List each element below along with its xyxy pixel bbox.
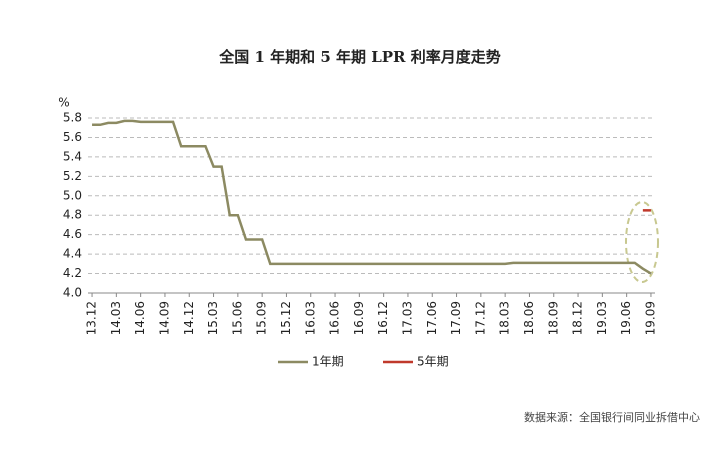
x-tick-label: 19.06 xyxy=(619,301,633,335)
x-tick-label: 19.03 xyxy=(595,301,609,335)
y-unit: % xyxy=(58,96,69,110)
y-tick-label: 4.6 xyxy=(63,227,82,241)
y-tick-label: 4.8 xyxy=(63,208,82,222)
x-tick-label: 17.06 xyxy=(425,301,439,335)
y-tick-label: 5.4 xyxy=(63,149,82,163)
legend-label: 5年期 xyxy=(417,355,449,369)
x-tick-label: 19.09 xyxy=(643,301,657,335)
x-tick-label: 17.12 xyxy=(473,301,487,335)
x-tick-label: 17.09 xyxy=(449,301,463,335)
highlight-ellipse xyxy=(625,201,659,283)
x-tick-label: 18.12 xyxy=(571,301,585,335)
x-tick-label: 14.03 xyxy=(109,301,123,335)
y-tick-label: 4.4 xyxy=(63,247,82,261)
x-tick-label: 16.06 xyxy=(328,301,342,335)
x-tick-label: 17.03 xyxy=(400,301,414,335)
x-tick-label: 15.03 xyxy=(206,301,220,335)
x-tick-label: 16.09 xyxy=(352,301,366,335)
chart-title: 全国 1 年期和 5 年期 LPR 利率月度走势 xyxy=(218,48,501,66)
x-tick-label: 15.12 xyxy=(279,301,293,335)
x-tick-label: 16.12 xyxy=(376,301,390,335)
legend-label: 1年期 xyxy=(312,355,344,369)
x-tick-label: 14.12 xyxy=(182,301,196,335)
x-tick-label: 13.12 xyxy=(85,301,99,335)
y-tick-label: 5.6 xyxy=(63,130,82,144)
y-tick-label: 5.8 xyxy=(63,111,82,125)
y-tick-label: 5.2 xyxy=(63,169,82,183)
x-tick-label: 18.06 xyxy=(522,301,536,335)
x-tick-label: 15.09 xyxy=(255,301,269,335)
line xyxy=(92,119,652,275)
y-tick-label: 5.0 xyxy=(63,188,82,202)
source: 数据来源：全国银行间同业拆借中心 xyxy=(524,410,700,424)
y-tick-label: 4.2 xyxy=(63,266,82,280)
x-tick-label: 15.06 xyxy=(230,301,244,335)
x-tick-label: 18.09 xyxy=(546,301,560,335)
x-tick-label: 16.03 xyxy=(303,301,317,335)
x-tick-label: 14.09 xyxy=(157,301,171,335)
x-tick-label: 14.06 xyxy=(133,301,147,335)
y-tick-label: 4.0 xyxy=(63,286,82,300)
x-tick-label: 18.03 xyxy=(498,301,512,335)
